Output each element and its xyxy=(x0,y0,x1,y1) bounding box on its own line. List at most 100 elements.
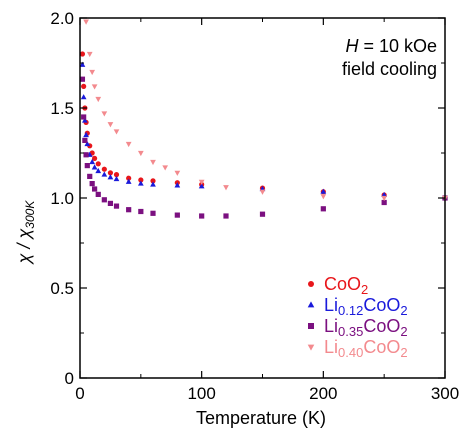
data-point xyxy=(223,185,229,191)
series-3 xyxy=(83,19,448,202)
legend-label-text: CoO xyxy=(363,337,400,357)
data-point xyxy=(83,152,89,158)
legend-label-subscript: 2 xyxy=(361,282,368,297)
data-point xyxy=(95,161,101,167)
data-point xyxy=(89,181,95,187)
data-point xyxy=(107,170,114,176)
legend-label: Li0.12CoO2 xyxy=(324,295,408,318)
data-point xyxy=(174,170,181,176)
data-point xyxy=(113,172,120,178)
data-point xyxy=(95,167,102,174)
legend-label-subscript: 0.12 xyxy=(338,303,363,318)
legend-label-text: CoO xyxy=(324,274,361,294)
data-point xyxy=(198,183,205,189)
data-point xyxy=(174,182,181,188)
data-point xyxy=(91,84,98,90)
data-point xyxy=(84,163,90,169)
data-point xyxy=(138,177,144,183)
data-point xyxy=(107,122,114,128)
legend-label-subscript: 2 xyxy=(400,324,407,339)
legend-label-subscript: 0.40 xyxy=(338,345,363,360)
legend-marker xyxy=(308,323,314,329)
data-point xyxy=(174,212,180,218)
y-tick-label: 2.0 xyxy=(50,9,74,28)
y-axis-label-main: χ / χ xyxy=(14,228,34,266)
annotation-line-1: H = 10 kOe xyxy=(345,36,437,56)
axes: 0 100 200 300 0 0.5 1.0 1.5 2.0 xyxy=(50,9,459,403)
legend-label-subscript: 2 xyxy=(400,303,407,318)
data-point xyxy=(101,171,108,177)
legend-label-subscript: 2 xyxy=(400,345,407,360)
data-point xyxy=(79,51,86,57)
data-point xyxy=(86,51,93,58)
legend-marker xyxy=(308,281,314,287)
data-point xyxy=(126,175,132,181)
legend-label: Li0.35CoO2 xyxy=(324,316,408,339)
data-point xyxy=(113,203,120,209)
legend-label-text: CoO xyxy=(363,316,400,336)
data-point xyxy=(162,165,169,171)
annotation-line-2: field cooling xyxy=(342,59,437,79)
data-point xyxy=(89,69,96,76)
x-tick-label: 100 xyxy=(187,384,215,403)
series-1 xyxy=(79,61,448,201)
annotation: H = 10 kOe field cooling xyxy=(342,36,437,79)
data-point xyxy=(101,111,108,117)
legend-label: CoO2 xyxy=(324,274,368,297)
x-axis-label: Temperature (K) xyxy=(196,408,326,428)
data-point xyxy=(83,131,89,138)
y-tick-label: 0 xyxy=(65,369,74,388)
data-point xyxy=(320,206,326,212)
data-point xyxy=(138,208,144,215)
y-tick-label: 1.5 xyxy=(50,99,74,118)
data-point xyxy=(137,150,144,157)
data-point xyxy=(199,213,205,219)
data-point xyxy=(223,213,229,219)
y-axis-label: χ / χ300K xyxy=(14,200,37,266)
legend-label-text: Li xyxy=(324,316,338,336)
y-tick-label: 1.0 xyxy=(50,189,74,208)
data-point xyxy=(82,137,88,143)
data-point xyxy=(107,174,114,180)
data-point xyxy=(101,166,107,172)
x-tick-label: 200 xyxy=(309,384,337,403)
data-point xyxy=(89,158,96,165)
legend-label-text: Li xyxy=(324,295,338,315)
legend-label-subscript: 0.35 xyxy=(338,324,363,339)
data-point xyxy=(92,186,98,192)
data-point xyxy=(126,207,132,213)
data-point xyxy=(125,178,132,184)
data-point xyxy=(381,195,388,202)
y-tick-label: 0.5 xyxy=(50,279,74,298)
data-point xyxy=(150,181,156,187)
x-tick-label: 300 xyxy=(431,384,459,403)
data-point xyxy=(82,117,88,123)
data-point xyxy=(81,83,87,89)
data-point xyxy=(107,200,114,206)
data-point xyxy=(81,114,87,120)
data-point xyxy=(95,96,102,103)
data-point xyxy=(83,19,89,25)
data-point xyxy=(259,189,266,195)
data-point xyxy=(320,194,327,200)
legend-label-text: CoO xyxy=(363,295,400,315)
legend-label-text: Li xyxy=(324,337,338,357)
data-point xyxy=(150,178,156,184)
data-point xyxy=(381,191,388,198)
legend-marker xyxy=(307,344,315,351)
legend-label: Li0.40CoO2 xyxy=(324,337,408,360)
data-point xyxy=(91,164,98,170)
data-point xyxy=(113,175,120,182)
legend-marker xyxy=(307,301,315,308)
data-point xyxy=(80,94,87,100)
data-point xyxy=(79,76,86,82)
data-marks xyxy=(79,19,448,219)
data-point xyxy=(381,199,387,206)
data-point xyxy=(150,210,156,216)
x-tick-label: 0 xyxy=(75,384,84,403)
data-point xyxy=(137,180,144,186)
data-point xyxy=(79,61,86,67)
data-point xyxy=(95,191,101,197)
data-point xyxy=(150,159,156,166)
